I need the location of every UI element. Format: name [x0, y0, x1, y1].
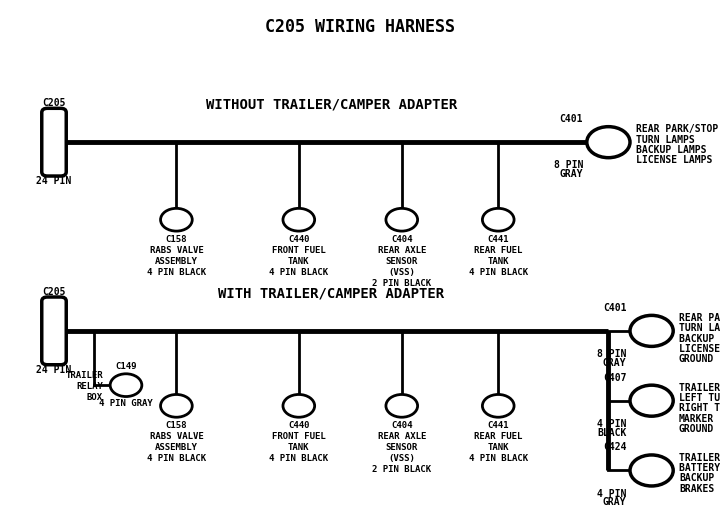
Text: TRAILER WIRES: TRAILER WIRES — [679, 452, 720, 463]
Text: LICENSE LAMPS: LICENSE LAMPS — [679, 344, 720, 354]
Text: LICENSE LAMPS: LICENSE LAMPS — [636, 155, 712, 165]
Text: C440: C440 — [288, 235, 310, 244]
Text: C158: C158 — [166, 421, 187, 430]
Text: 24 PIN: 24 PIN — [37, 365, 71, 375]
Text: FRONT FUEL: FRONT FUEL — [272, 432, 325, 441]
Text: 4 PIN BLACK: 4 PIN BLACK — [469, 268, 528, 277]
Text: C205: C205 — [42, 287, 66, 297]
Text: TRAILER WIRES: TRAILER WIRES — [679, 383, 720, 393]
Text: RABS VALVE: RABS VALVE — [150, 432, 203, 441]
Text: BACKUP LAMPS: BACKUP LAMPS — [636, 145, 706, 155]
Text: BATTERY CHARGE: BATTERY CHARGE — [679, 463, 720, 473]
Text: C404: C404 — [391, 235, 413, 244]
Text: 4 PIN: 4 PIN — [597, 419, 626, 429]
Circle shape — [161, 208, 192, 231]
Text: TANK: TANK — [288, 443, 310, 452]
Circle shape — [630, 315, 673, 346]
Text: BLACK: BLACK — [597, 428, 626, 437]
Text: ASSEMBLY: ASSEMBLY — [155, 257, 198, 266]
Text: GRAY: GRAY — [603, 358, 626, 368]
Text: GROUND: GROUND — [679, 424, 714, 434]
Text: C404: C404 — [391, 421, 413, 430]
Text: 4 PIN: 4 PIN — [597, 489, 626, 498]
Text: 24 PIN: 24 PIN — [37, 176, 71, 186]
Text: REAR PARK/STOP: REAR PARK/STOP — [636, 124, 718, 134]
Text: 2 PIN BLACK: 2 PIN BLACK — [372, 465, 431, 474]
Text: LEFT TURN: LEFT TURN — [679, 393, 720, 403]
Text: GROUND: GROUND — [679, 354, 714, 364]
Text: TRAILER: TRAILER — [66, 371, 103, 381]
Text: C424: C424 — [603, 443, 626, 452]
Text: C205 WIRING HARNESS: C205 WIRING HARNESS — [265, 18, 455, 36]
Text: TANK: TANK — [487, 443, 509, 452]
Text: TURN LAMPS: TURN LAMPS — [679, 323, 720, 333]
FancyBboxPatch shape — [42, 297, 66, 365]
Text: C441: C441 — [487, 235, 509, 244]
Text: FRONT FUEL: FRONT FUEL — [272, 246, 325, 255]
Text: C441: C441 — [487, 421, 509, 430]
Text: RIGHT TURN: RIGHT TURN — [679, 403, 720, 414]
Text: BRAKES: BRAKES — [679, 483, 714, 494]
Text: GRAY: GRAY — [603, 497, 626, 507]
Text: TURN LAMPS: TURN LAMPS — [636, 134, 695, 145]
Circle shape — [482, 208, 514, 231]
Text: 4 PIN BLACK: 4 PIN BLACK — [469, 454, 528, 463]
Circle shape — [630, 455, 673, 486]
Circle shape — [386, 394, 418, 417]
Text: 4 PIN BLACK: 4 PIN BLACK — [147, 454, 206, 463]
Text: REAR AXLE: REAR AXLE — [377, 246, 426, 255]
Circle shape — [283, 394, 315, 417]
Text: C158: C158 — [166, 235, 187, 244]
Text: BOX: BOX — [87, 393, 103, 402]
Text: 4 PIN BLACK: 4 PIN BLACK — [269, 454, 328, 463]
Text: 4 PIN BLACK: 4 PIN BLACK — [269, 268, 328, 277]
Circle shape — [587, 127, 630, 158]
Text: WITH TRAILER/CAMPER ADAPTER: WITH TRAILER/CAMPER ADAPTER — [218, 286, 444, 301]
Text: 4 PIN BLACK: 4 PIN BLACK — [147, 268, 206, 277]
Text: MARKER: MARKER — [679, 414, 714, 424]
Text: C407: C407 — [603, 373, 626, 383]
Text: SENSOR: SENSOR — [386, 443, 418, 452]
Text: REAR PARK/STOP: REAR PARK/STOP — [679, 313, 720, 323]
Text: C205: C205 — [42, 98, 66, 109]
Text: RABS VALVE: RABS VALVE — [150, 246, 203, 255]
Text: (VSS): (VSS) — [388, 454, 415, 463]
Text: RELAY: RELAY — [76, 382, 103, 391]
Text: BACKUP: BACKUP — [679, 473, 714, 483]
Circle shape — [283, 208, 315, 231]
Text: (VSS): (VSS) — [388, 268, 415, 277]
Text: 8 PIN: 8 PIN — [554, 160, 583, 170]
Text: SENSOR: SENSOR — [386, 257, 418, 266]
Text: REAR FUEL: REAR FUEL — [474, 432, 523, 441]
Text: 4 PIN GRAY: 4 PIN GRAY — [99, 399, 153, 408]
Text: TANK: TANK — [487, 257, 509, 266]
Circle shape — [482, 394, 514, 417]
Text: GRAY: GRAY — [559, 169, 583, 179]
Circle shape — [110, 374, 142, 397]
Text: REAR AXLE: REAR AXLE — [377, 432, 426, 441]
Text: C401: C401 — [559, 114, 583, 124]
Text: 2 PIN BLACK: 2 PIN BLACK — [372, 279, 431, 287]
Text: BACKUP LAMPS: BACKUP LAMPS — [679, 333, 720, 344]
Text: C149: C149 — [115, 362, 137, 371]
Text: REAR FUEL: REAR FUEL — [474, 246, 523, 255]
Circle shape — [161, 394, 192, 417]
Text: 8 PIN: 8 PIN — [597, 349, 626, 359]
Circle shape — [630, 385, 673, 416]
Text: WITHOUT TRAILER/CAMPER ADAPTER: WITHOUT TRAILER/CAMPER ADAPTER — [206, 98, 456, 112]
Circle shape — [386, 208, 418, 231]
Text: TANK: TANK — [288, 257, 310, 266]
FancyBboxPatch shape — [42, 109, 66, 176]
Text: C440: C440 — [288, 421, 310, 430]
Text: C401: C401 — [603, 303, 626, 313]
Text: ASSEMBLY: ASSEMBLY — [155, 443, 198, 452]
